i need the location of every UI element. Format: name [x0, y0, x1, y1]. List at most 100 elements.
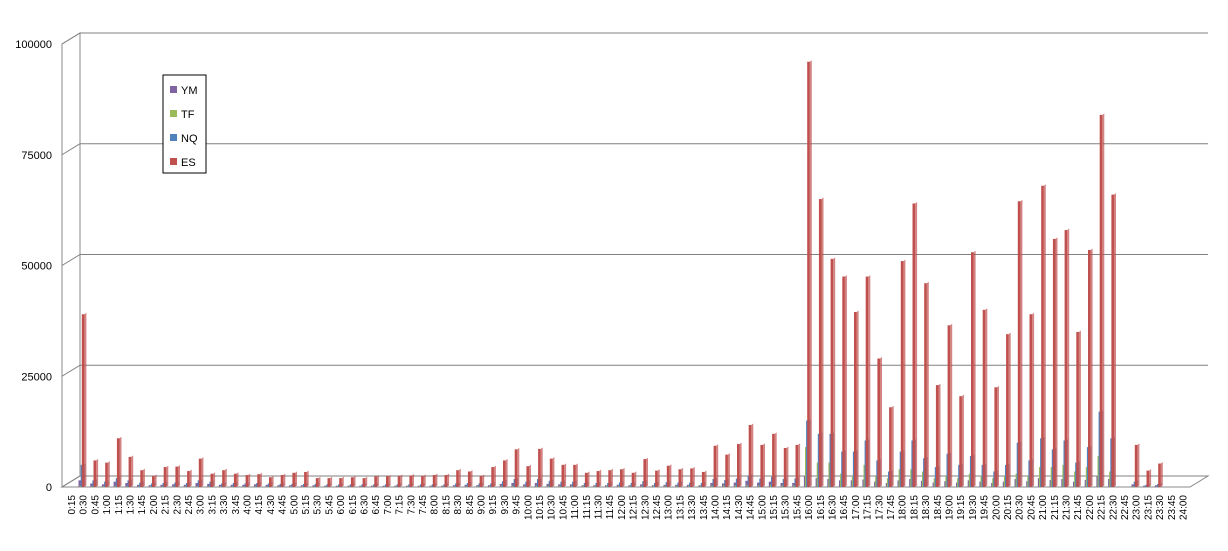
bar-side [248, 474, 250, 487]
bar-front [526, 466, 529, 487]
bar-front [784, 448, 787, 487]
bar [901, 260, 906, 487]
bar-front [491, 467, 494, 487]
bar-front [643, 459, 646, 487]
x-tick-label: 12:45 [652, 495, 663, 520]
bar-front [152, 476, 155, 487]
x-tick-label: 4:45 [278, 495, 289, 515]
bar-front [831, 259, 834, 487]
bar-side [576, 463, 578, 487]
bar-front [749, 425, 752, 487]
bar [363, 477, 368, 487]
x-tick-label: 24:00 [1179, 495, 1190, 520]
bar-front [807, 62, 810, 487]
bar-side [1091, 248, 1093, 487]
bar-front [199, 459, 202, 487]
bar-front [667, 466, 670, 487]
x-tick-label: 14:15 [722, 495, 733, 520]
bar-front [690, 468, 693, 487]
bar-front [515, 449, 518, 487]
bar [1041, 184, 1046, 487]
bar [304, 470, 309, 487]
x-tick-label: 7:30 [406, 495, 417, 515]
bar-side [646, 458, 648, 487]
bar-side [1067, 229, 1069, 487]
bar [292, 471, 297, 487]
x-tick-label: 20:00 [991, 495, 1002, 520]
bar-front [562, 465, 565, 487]
legend-swatch [170, 110, 177, 117]
bar-side [716, 444, 718, 487]
bar-front [433, 475, 436, 487]
bar-front [421, 476, 424, 487]
bar-side [237, 472, 239, 487]
x-tick-label: 10:45 [558, 495, 569, 520]
bar-front [175, 467, 178, 487]
bar-side [143, 469, 145, 487]
bar [222, 469, 227, 487]
x-tick-label: 6:15 [348, 495, 359, 515]
bar-front [714, 446, 717, 487]
x-tick-label: 21:00 [1038, 495, 1049, 520]
bar-side [435, 474, 437, 487]
bar-side [892, 406, 894, 487]
bar [725, 453, 730, 487]
bar-side [927, 282, 929, 487]
bar-side [751, 423, 753, 487]
bar-side [611, 469, 613, 487]
bar-side [974, 251, 976, 487]
bar-front [1158, 464, 1161, 487]
bar-side [131, 455, 133, 487]
bar-front [725, 455, 728, 487]
bar-front [257, 474, 260, 487]
bar [1100, 113, 1105, 487]
bar-side [857, 311, 859, 487]
x-tick-label: 0:30 [79, 495, 90, 515]
bar-side [400, 474, 402, 487]
bar-front [187, 471, 190, 487]
bar-front [760, 445, 763, 487]
x-tick-label: 12:30 [640, 495, 651, 520]
x-tick-label: 23:30 [1155, 495, 1166, 520]
x-tick-label: 17:30 [874, 495, 885, 520]
bar [480, 474, 485, 487]
x-tick-label: 6:45 [371, 495, 382, 515]
legend-swatch [170, 86, 177, 93]
x-tick-label: 4:30 [266, 495, 277, 515]
bar-side [658, 469, 660, 487]
bar-side [307, 470, 309, 487]
x-tick-label: 20:30 [1015, 495, 1026, 520]
bar-side [295, 471, 297, 487]
x-tick-label: 7:00 [383, 495, 394, 515]
bar [889, 406, 894, 487]
bar-side [939, 384, 941, 487]
legend-label: YM [181, 85, 198, 97]
bar-side [634, 471, 636, 487]
bar-front [409, 475, 412, 487]
bar [714, 444, 719, 487]
bar [1065, 229, 1070, 487]
bar [117, 437, 122, 487]
bar [959, 395, 964, 487]
bar [807, 60, 812, 487]
bar-side [822, 198, 824, 487]
bar-side [880, 357, 882, 487]
bar-front [971, 252, 974, 487]
bar-front [1135, 445, 1138, 487]
bar-side [798, 443, 800, 487]
bar-side [424, 474, 426, 487]
bar [211, 472, 216, 487]
legend-swatch [170, 134, 177, 141]
bar [562, 463, 567, 487]
x-tick-label: 9:15 [488, 495, 499, 515]
bar-side [213, 472, 215, 487]
bar-side [985, 308, 987, 487]
bar [585, 471, 590, 487]
bar-front [222, 470, 225, 487]
bar [971, 251, 976, 487]
bar [374, 475, 379, 487]
x-tick-label: 14:45 [746, 495, 757, 520]
bar-front [877, 359, 880, 487]
bar-side [693, 467, 695, 487]
x-tick-label: 5:00 [289, 495, 300, 515]
